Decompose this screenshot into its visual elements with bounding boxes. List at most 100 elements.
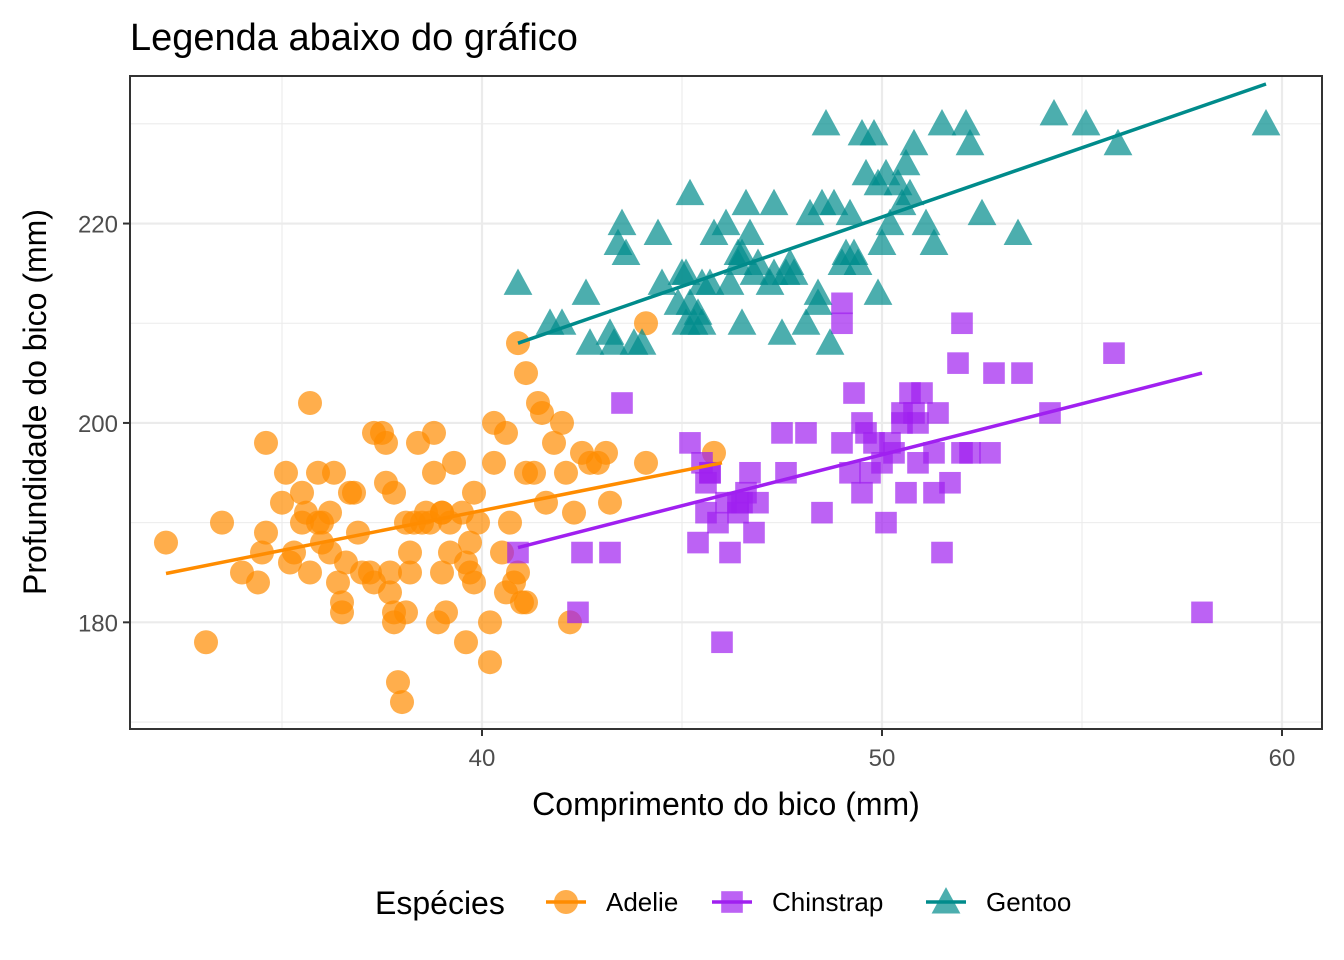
adelie-point	[394, 600, 418, 625]
adelie-point	[550, 410, 574, 435]
gentoo-point	[759, 258, 789, 285]
chinstrap-point	[927, 402, 949, 424]
adelie-point	[454, 630, 478, 655]
adelie-point	[506, 560, 530, 585]
adelie-point	[274, 460, 298, 485]
chinstrap-point	[599, 541, 621, 564]
gentoo-point	[767, 318, 797, 345]
gentoo-point	[919, 228, 949, 256]
adelie-point	[326, 570, 350, 595]
adelie-point	[514, 590, 538, 615]
adelie-point	[634, 450, 658, 475]
gentoo-point	[779, 258, 809, 285]
chinstrap-point	[707, 511, 729, 534]
gentoo-point	[607, 208, 637, 236]
y-axis-title: Profundidade do bico (mm)	[17, 209, 53, 595]
adelie-point	[382, 480, 406, 505]
x-axis: 40 50 60	[469, 729, 1296, 772]
chinstrap-point	[923, 442, 945, 464]
adelie-point	[442, 450, 466, 475]
adelie-point	[386, 670, 410, 695]
adelie-point	[246, 570, 270, 595]
chinstrap-trend-line	[517, 371, 1203, 550]
adelie-point	[562, 500, 586, 525]
chinstrap-point	[851, 481, 873, 504]
adelie-point	[422, 460, 446, 485]
gentoo-point	[895, 178, 925, 206]
chinstrap-point	[843, 382, 865, 404]
adelie-point	[398, 540, 422, 565]
adelie-point	[270, 490, 294, 515]
chinstrap-point	[951, 312, 973, 335]
adelie-point	[422, 420, 446, 445]
chinstrap-point	[851, 412, 873, 434]
gentoo-point	[819, 188, 849, 216]
gentoo-point	[863, 168, 893, 196]
chinstrap-point	[567, 601, 589, 624]
x-tick-label: 60	[1269, 745, 1296, 772]
chinstrap-point	[727, 491, 749, 514]
adelie-point	[462, 570, 486, 595]
chinstrap-point	[771, 422, 793, 444]
gentoo-point	[735, 218, 765, 246]
gentoo-point	[859, 118, 889, 146]
x-axis-title: Comprimento do bico (mm)	[532, 786, 920, 822]
gentoo-point	[1071, 108, 1101, 136]
chinstrap-point	[719, 541, 741, 564]
adelie-point	[478, 610, 502, 635]
gentoo-point	[547, 308, 577, 335]
gentoo-point	[803, 288, 833, 315]
adelie-point	[342, 480, 366, 505]
y-tick-label: 200	[78, 411, 118, 438]
adelie-point	[530, 400, 554, 425]
chinstrap-point	[687, 531, 709, 554]
y-tick-label: 180	[78, 610, 118, 637]
chinstrap-point	[811, 501, 833, 524]
chinstrap-point	[611, 392, 633, 414]
gentoo-point	[875, 208, 905, 236]
chinstrap-point	[947, 352, 969, 374]
x-tick-label: 40	[469, 745, 496, 772]
gentoo-point	[611, 238, 641, 265]
gentoo-point	[835, 198, 865, 226]
adelie-point	[346, 520, 370, 545]
gentoo-point	[955, 128, 985, 156]
gentoo-point	[891, 148, 921, 176]
gentoo-point	[867, 228, 897, 256]
chinstrap-point	[979, 442, 1001, 464]
chinstrap-point	[1191, 601, 1213, 624]
trend-lines	[165, 82, 1267, 576]
gentoo-point	[671, 258, 701, 285]
y-tick-label: 220	[78, 212, 118, 239]
adelie-point	[282, 540, 306, 565]
gentoo-point	[571, 278, 601, 305]
adelie-point	[554, 460, 578, 485]
gentoo-point	[731, 188, 761, 216]
adelie-point	[522, 460, 546, 485]
gentoo-point	[899, 128, 929, 156]
adelie-point	[378, 580, 402, 605]
chinstrap-point	[983, 362, 1005, 384]
gentoo-point	[695, 268, 725, 295]
gentoo-point	[647, 268, 677, 295]
chinstrap-point	[931, 541, 953, 564]
series-gentoo	[503, 99, 1281, 355]
chinstrap-point	[739, 461, 761, 484]
adelie-point	[318, 500, 342, 525]
chinstrap-point	[911, 382, 933, 404]
x-tick-label: 50	[869, 745, 896, 772]
gentoo-point	[1039, 99, 1069, 126]
chinstrap-point	[831, 292, 853, 315]
adelie-point	[478, 650, 502, 675]
adelie-point	[594, 440, 618, 465]
adelie-point	[298, 560, 322, 585]
gentoo-point	[843, 248, 873, 275]
gentoo-point	[727, 308, 757, 335]
adelie-point	[430, 560, 454, 585]
adelie-point	[254, 430, 278, 455]
gentoo-point	[759, 188, 789, 216]
adelie-point	[298, 390, 322, 415]
chart-title: Legenda abaixo do gráfico	[130, 17, 578, 59]
gentoo-point	[675, 178, 705, 206]
